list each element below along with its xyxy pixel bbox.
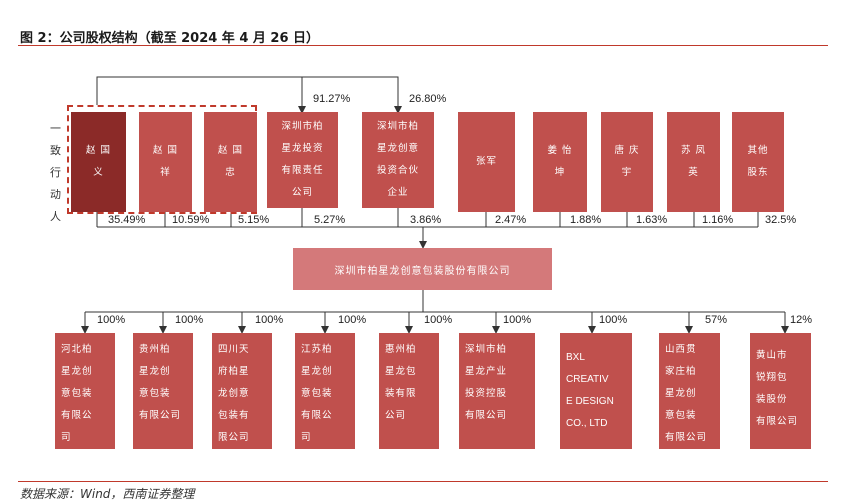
pct-shareholder-7: 1.63% bbox=[636, 214, 668, 226]
subsidiary-bxl-creative-design: BXL CREATIV E DESIGN CO., LTD bbox=[560, 333, 632, 449]
shareholder-bxl-partnership: 深圳市柏 星龙创意 投资合伙 企业 bbox=[362, 112, 434, 208]
footer-rule bbox=[18, 481, 828, 482]
pct-shareholder-3: 5.27% bbox=[314, 214, 346, 226]
pct-sub-4: 100% bbox=[424, 314, 453, 326]
pct-shareholder-6: 1.88% bbox=[570, 214, 602, 226]
pct-shareholder-5: 2.47% bbox=[495, 214, 527, 226]
data-source: 数据来源：Wind，西南证券整理 bbox=[20, 487, 195, 501]
subsidiary-guizhou: 贵州柏 星龙创 意包装 有限公司 bbox=[133, 333, 193, 449]
shareholder-zhao-guoxiang: 赵 国 祥 bbox=[139, 112, 192, 212]
pct-shareholder-2: 5.15% bbox=[238, 214, 270, 226]
shareholder-others: 其他 股东 bbox=[732, 112, 784, 212]
shareholder-zhao-guoyi: 赵 国 义 bbox=[71, 112, 126, 212]
figure-title: 图 2：公司股权结构（截至 2024 年 4 月 26 日） bbox=[20, 31, 320, 46]
pct-shareholder-1: 10.59% bbox=[172, 214, 210, 226]
subsidiary-bxl-industry: 深圳市柏 星龙产业 投资控股 有限公司 bbox=[459, 333, 535, 449]
shareholder-bxl-investment: 深圳市柏 星龙投资 有限责任 公司 bbox=[267, 112, 338, 208]
subsidiary-huangshan: 黄山市 锐翔包 装股份 有限公司 bbox=[750, 333, 811, 449]
subsidiary-jiangsu: 江苏柏 星龙创 意包装 有限公 司 bbox=[295, 333, 355, 449]
subsidiary-huizhou: 惠州柏 星龙包 装有限 公司 bbox=[379, 333, 439, 449]
shareholder-zhang-jun: 张军 bbox=[458, 112, 515, 212]
shareholder-tang-qingyu: 唐 庆 宇 bbox=[601, 112, 653, 212]
company-box: 深圳市柏星龙创意包装股份有限公司 bbox=[293, 248, 552, 290]
pct-sub-6: 100% bbox=[599, 314, 628, 326]
subsidiary-hebei: 河北柏 星龙创 意包装 有限公 司 bbox=[55, 333, 115, 449]
pct-91: 91.27% bbox=[313, 93, 351, 105]
title-rule bbox=[18, 45, 828, 46]
pct-sub-0: 100% bbox=[97, 314, 126, 326]
pct-shareholder-8: 1.16% bbox=[702, 214, 734, 226]
pct-shareholder-9: 32.5% bbox=[765, 214, 797, 226]
subsidiary-sichuan: 四川天 府柏星 龙创意 包装有 限公司 bbox=[212, 333, 272, 449]
shareholder-su-fengying: 苏 凤 英 bbox=[667, 112, 720, 212]
subsidiary-shanxi: 山西贯 家庄柏 星龙创 意包装 有限公司 bbox=[659, 333, 720, 449]
pct-sub-7: 57% bbox=[705, 314, 728, 326]
concert-label: 一致行动人 bbox=[50, 122, 61, 223]
shareholder-jiang-yikun: 姜 怡 坤 bbox=[533, 112, 587, 212]
shareholder-zhao-guozhong: 赵 国 忠 bbox=[204, 112, 257, 212]
pct-sub-5: 100% bbox=[503, 314, 532, 326]
pct-sub-2: 100% bbox=[255, 314, 284, 326]
pct-sub-8: 12% bbox=[790, 314, 813, 326]
pct-sub-3: 100% bbox=[338, 314, 367, 326]
pct-shareholder-0: 35.49% bbox=[108, 214, 146, 226]
pct-sub-1: 100% bbox=[175, 314, 204, 326]
pct-26: 26.80% bbox=[409, 93, 447, 105]
pct-shareholder-4: 3.86% bbox=[410, 214, 442, 226]
